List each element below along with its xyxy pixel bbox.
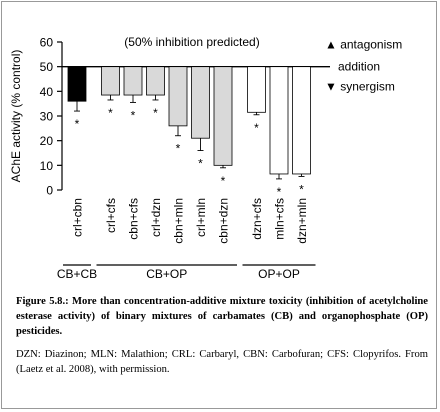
- chart-title: (50% inhibition predicted): [124, 35, 259, 49]
- bar: [67, 66, 87, 102]
- significance-marker: *: [131, 108, 136, 122]
- significance-marker: *: [221, 174, 226, 188]
- y-tick-label: 20: [40, 134, 54, 148]
- significance-marker: *: [108, 106, 113, 120]
- bar: [292, 66, 311, 175]
- group-label: CB+OP: [146, 267, 187, 281]
- significance-marker: *: [75, 117, 80, 131]
- y-tick-label: 0: [46, 184, 53, 198]
- group-label: CB+CB: [57, 267, 97, 281]
- significance-marker: *: [176, 142, 181, 156]
- x-tick-label: crl+mln: [194, 198, 208, 237]
- bar: [101, 66, 120, 96]
- significance-marker: *: [277, 185, 282, 199]
- y-axis-label: AChE activity (% control): [9, 50, 23, 183]
- x-tick-label: dzn+mln: [295, 198, 309, 244]
- reference-label: ▲ antagonism: [325, 38, 402, 52]
- group-label: OP+OP: [258, 267, 300, 281]
- y-tick-label: 40: [40, 85, 54, 99]
- x-tick-label: crl+dzn: [149, 198, 163, 237]
- x-tick-label: cbn+mln: [172, 198, 186, 244]
- chart: (50% inhibition predicted) AChE activity…: [9, 35, 402, 281]
- y-tick-label: 10: [40, 159, 54, 173]
- significance-marker: *: [198, 157, 203, 171]
- x-tick-label: mln+cfs: [273, 198, 287, 240]
- bar: [247, 66, 266, 113]
- significance-marker: *: [153, 106, 158, 120]
- y-tick-label: 60: [40, 36, 54, 50]
- x-tick-label: cbn+cfs: [127, 198, 141, 240]
- x-tick-label: crl+cfs: [104, 198, 118, 233]
- caption-note: DZN: Diazinon; MLN: Malathion; CRL: Carb…: [16, 349, 428, 375]
- bar: [269, 66, 289, 175]
- significance-marker: *: [299, 182, 304, 196]
- reference-label: ▼ synergism: [325, 80, 395, 94]
- bar: [191, 66, 210, 139]
- bar: [213, 66, 233, 166]
- y-tick-label: 30: [40, 110, 54, 124]
- x-tick-label: dzn+cfs: [250, 198, 264, 240]
- reference-label: addition: [338, 60, 380, 74]
- x-tick-label: cbn+dzn: [217, 198, 231, 244]
- bar: [168, 66, 188, 127]
- y-tick-label: 50: [40, 60, 54, 74]
- bar: [146, 66, 165, 96]
- x-tick-label: crl+cbn: [71, 198, 85, 237]
- significance-marker: *: [254, 121, 259, 135]
- caption-title: Figure 5.8.: More than concentration-add…: [16, 296, 428, 337]
- bar: [123, 66, 143, 96]
